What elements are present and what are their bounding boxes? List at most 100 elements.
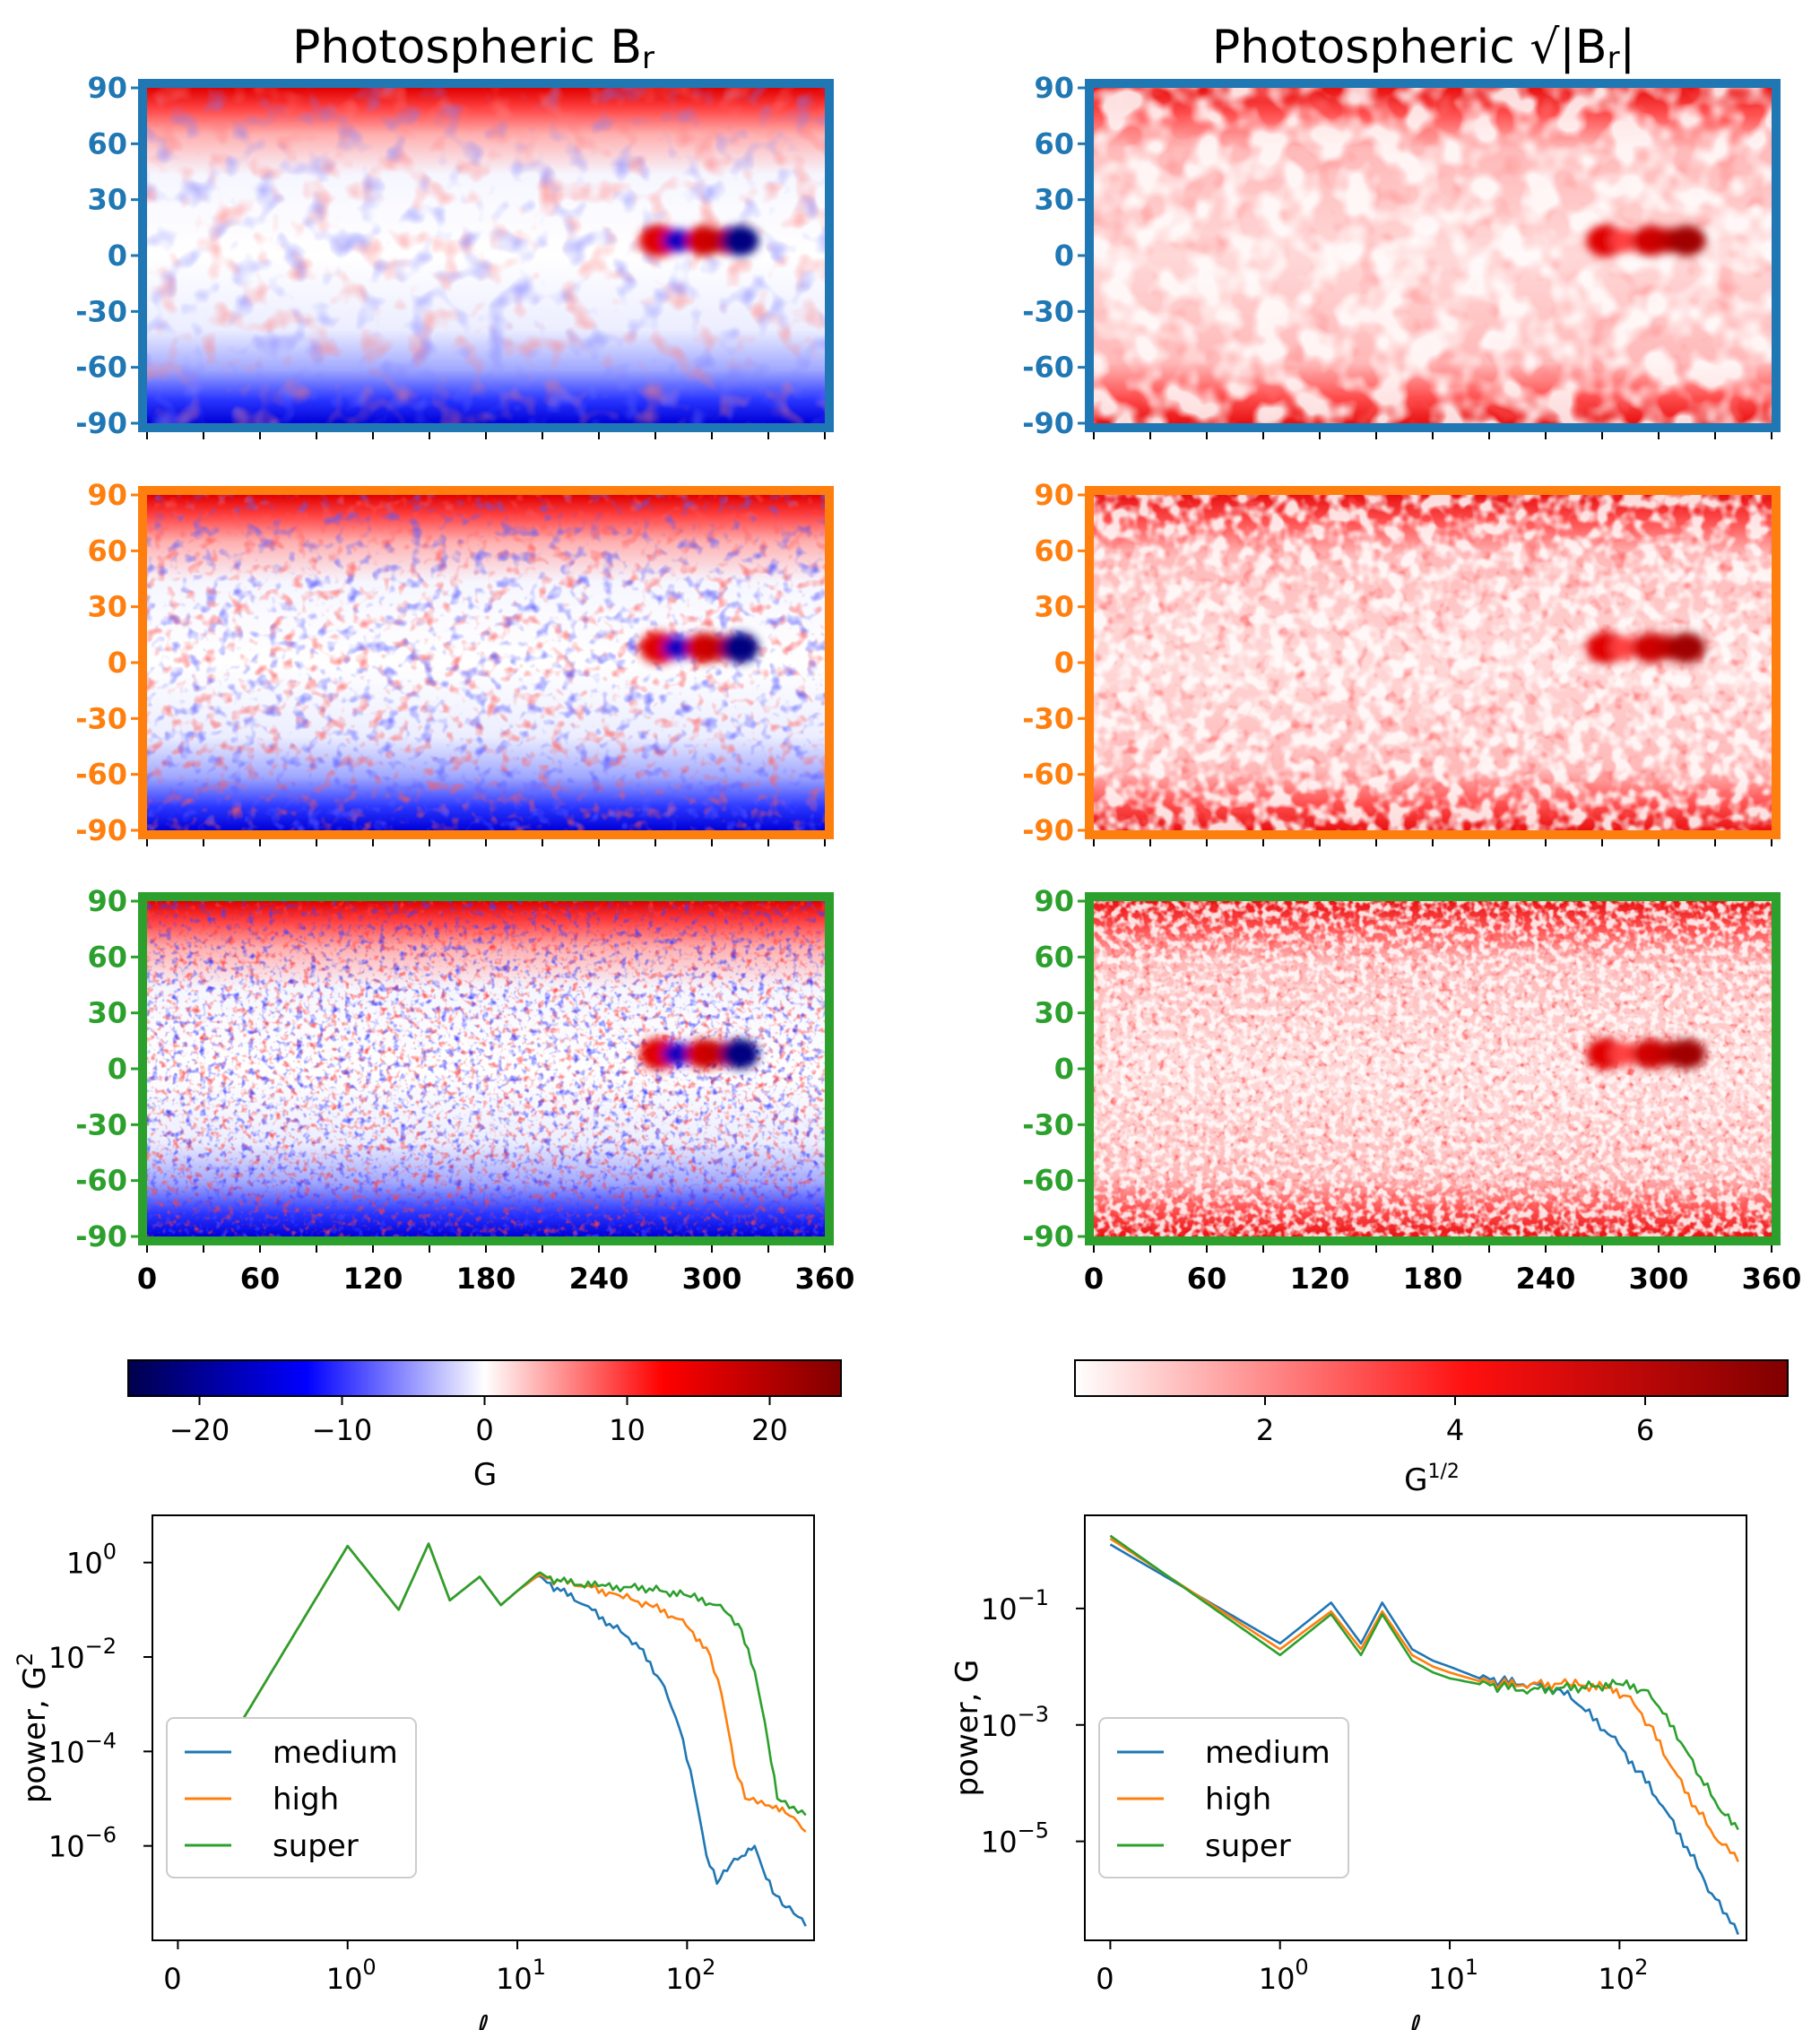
series-super bbox=[1109, 1534, 1739, 1831]
legend: medium high super bbox=[166, 1717, 417, 1878]
colorbar-right-bar bbox=[1074, 1359, 1789, 1397]
y-tick-label: -60 bbox=[1022, 1164, 1074, 1198]
y-tick-label: 60 bbox=[87, 534, 127, 568]
y-tick-label: 60 bbox=[1034, 940, 1074, 974]
left-title: Photospheric Br bbox=[292, 21, 654, 76]
y-tick-label: 10−1 bbox=[981, 1585, 1049, 1627]
active-region bbox=[1586, 224, 1706, 257]
x-tick-label: 102 bbox=[665, 1955, 715, 1996]
y-tick-label: 60 bbox=[87, 940, 127, 974]
x-tick-label: 100 bbox=[1259, 1955, 1309, 1996]
map-texture-negative bbox=[147, 88, 825, 423]
x-tick-label: 60 bbox=[240, 1262, 281, 1296]
legend-label-medium: medium bbox=[1205, 1735, 1330, 1771]
y-tick-label: 30 bbox=[87, 590, 127, 624]
x-tick-label: 101 bbox=[1428, 1955, 1478, 1996]
y-tick-label: 90 bbox=[1034, 71, 1074, 105]
y-tick-label: 100 bbox=[66, 1540, 117, 1581]
y-tick-label: -60 bbox=[75, 758, 127, 792]
x-tick-label: 120 bbox=[1290, 1262, 1350, 1296]
x-tick-label: 300 bbox=[682, 1262, 742, 1296]
legend-label-high: high bbox=[1205, 1782, 1271, 1817]
colorbar-tick-label: 4 bbox=[1446, 1413, 1464, 1447]
y-tick-label: -30 bbox=[1022, 701, 1074, 735]
x-tick-label: 102 bbox=[1598, 1955, 1648, 1996]
map-veins bbox=[1094, 495, 1772, 830]
y-tick-label: -90 bbox=[1022, 813, 1074, 847]
series-high bbox=[1109, 1537, 1739, 1862]
active-region bbox=[639, 1037, 759, 1071]
legend-box bbox=[1098, 1717, 1349, 1878]
y-tick-label: 0 bbox=[1054, 1052, 1074, 1086]
x-axis-label: ℓ bbox=[476, 2009, 490, 2030]
colorbar-left: −20 −10 0 10 20 G bbox=[127, 1359, 842, 1493]
y-axis-label: power, G2 bbox=[13, 1653, 53, 1803]
y-tick-label: -30 bbox=[75, 1107, 127, 1141]
legend-label-high: high bbox=[273, 1782, 339, 1817]
legend-box bbox=[166, 1717, 417, 1878]
map-frame bbox=[1085, 79, 1781, 432]
y-tick-label: -60 bbox=[1022, 758, 1074, 792]
colorbar-tick-label: −20 bbox=[169, 1413, 230, 1447]
y-tick-label: 90 bbox=[87, 884, 127, 918]
map-frame bbox=[138, 892, 834, 1245]
y-tick-label: -60 bbox=[75, 351, 127, 385]
y-tick-label: 30 bbox=[1034, 590, 1074, 624]
y-tick-label: 10−5 bbox=[981, 1818, 1049, 1860]
y-tick-label: -90 bbox=[75, 1219, 127, 1254]
y-tick-label: 0 bbox=[108, 1052, 127, 1086]
map-veins bbox=[1094, 901, 1772, 1236]
map-grid: 9060300-30-60-909060300-30-60-909060300-… bbox=[75, 71, 1801, 1296]
active-region bbox=[639, 224, 759, 257]
y-tick-label: 90 bbox=[1034, 884, 1074, 918]
y-tick-label: -60 bbox=[1022, 351, 1074, 385]
y-tick-label: 30 bbox=[1034, 183, 1074, 217]
y-tick-label: 10−3 bbox=[981, 1702, 1049, 1743]
map-br-high: 90 60 30 0 -30 -60 -90 bbox=[75, 478, 834, 847]
x-tick-label: 0 bbox=[163, 1962, 181, 1996]
y-tick-label: -90 bbox=[1022, 1219, 1074, 1254]
x-tick-label: 0 bbox=[1096, 1962, 1114, 1996]
map-frame bbox=[1085, 486, 1781, 839]
y-axis-label: power, G bbox=[949, 1659, 985, 1796]
y-tick-label: -30 bbox=[75, 294, 127, 328]
colorbar-tick-label: 20 bbox=[751, 1413, 788, 1447]
y-tick-label: -30 bbox=[1022, 294, 1074, 328]
map-frame bbox=[138, 486, 834, 839]
y-tick-label: 60 bbox=[1034, 534, 1074, 568]
active-region bbox=[639, 631, 759, 664]
x-tick-label: 0 bbox=[1084, 1262, 1104, 1296]
colorbar-left-bar bbox=[127, 1359, 842, 1397]
map-texture-negative bbox=[147, 901, 825, 1236]
active-region bbox=[1586, 631, 1706, 664]
x-tick-label: 360 bbox=[1742, 1262, 1802, 1296]
y-tick-label: 0 bbox=[1054, 646, 1074, 680]
map-texture-negative bbox=[147, 495, 825, 830]
x-tick-label: 60 bbox=[1187, 1262, 1227, 1296]
power-spectrum-left: 100 10−2 10−4 10−6 0 100 101 102 ℓ power, G2 mediu… bbox=[13, 1514, 815, 2030]
map-veins bbox=[1094, 88, 1772, 423]
colorbar-left-ticks: −20 −10 0 10 20 bbox=[169, 1396, 788, 1447]
y-tick-label: 60 bbox=[1034, 126, 1074, 160]
colorbar-right: 2 4 6 G1/2 bbox=[1074, 1359, 1789, 1498]
colorbar-tick-label: −10 bbox=[312, 1413, 373, 1447]
colorbar-tick-label: 0 bbox=[475, 1413, 493, 1447]
x-tick-label: 300 bbox=[1629, 1262, 1689, 1296]
colorbar-tick-label: 10 bbox=[609, 1413, 646, 1447]
map-abs-medium: 90 60 30 0 -30 -60 -90 bbox=[1022, 71, 1781, 440]
legend-label-medium: medium bbox=[273, 1735, 398, 1771]
right-title: Photospheric √|Br| bbox=[1212, 21, 1635, 76]
x-tick-label: 360 bbox=[795, 1262, 855, 1296]
y-tick-label: 90 bbox=[87, 71, 127, 105]
legend: medium high super bbox=[1098, 1717, 1349, 1878]
y-tick-label: 10−6 bbox=[48, 1823, 117, 1864]
colorbar-tick-label: 2 bbox=[1256, 1413, 1274, 1447]
x-tick-label: 100 bbox=[326, 1955, 377, 1996]
x-tick-label: 0 bbox=[137, 1262, 157, 1296]
y-tick-label: 30 bbox=[1034, 996, 1074, 1030]
map-br-medium: 90 60 30 0 -30 -60 -90 bbox=[75, 71, 834, 440]
colorbar-tick-label: 6 bbox=[1636, 1413, 1654, 1447]
map-frame bbox=[1085, 892, 1781, 1245]
